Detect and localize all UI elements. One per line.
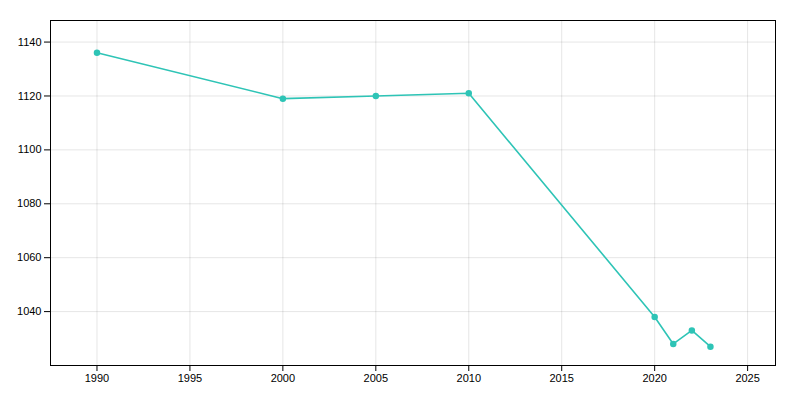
- svg-text:1060: 1060: [17, 251, 41, 263]
- svg-text:1040: 1040: [17, 305, 41, 317]
- svg-text:1080: 1080: [17, 197, 41, 209]
- svg-text:1990: 1990: [85, 372, 109, 384]
- svg-text:1995: 1995: [178, 372, 202, 384]
- svg-text:2015: 2015: [549, 372, 573, 384]
- svg-text:1100: 1100: [18, 143, 42, 155]
- svg-text:2005: 2005: [364, 372, 388, 384]
- svg-text:1140: 1140: [18, 36, 42, 48]
- svg-text:2025: 2025: [735, 372, 759, 384]
- svg-text:2010: 2010: [457, 372, 481, 384]
- svg-text:2000: 2000: [271, 372, 295, 384]
- svg-text:2020: 2020: [642, 372, 666, 384]
- svg-text:1120: 1120: [18, 89, 42, 101]
